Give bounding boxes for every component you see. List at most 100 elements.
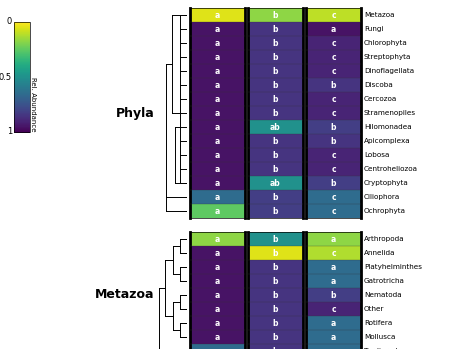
Text: a: a xyxy=(331,24,336,34)
Bar xyxy=(248,92,303,106)
Bar xyxy=(14,129,30,130)
Bar xyxy=(14,76,30,77)
Bar xyxy=(14,122,30,124)
Text: a: a xyxy=(215,38,220,47)
Bar xyxy=(14,111,30,112)
Bar xyxy=(14,58,30,59)
Bar xyxy=(14,50,30,51)
Bar xyxy=(14,86,30,87)
Text: a: a xyxy=(215,95,220,104)
Text: a: a xyxy=(331,235,336,244)
Text: b: b xyxy=(331,81,336,89)
Bar xyxy=(14,53,30,54)
Text: c: c xyxy=(331,52,336,61)
Bar xyxy=(14,105,30,106)
Bar xyxy=(14,99,30,101)
Bar xyxy=(14,75,30,76)
Bar xyxy=(14,70,30,72)
Bar xyxy=(14,85,30,86)
Bar xyxy=(14,32,30,34)
Text: c: c xyxy=(331,248,336,258)
Bar xyxy=(190,204,245,218)
Text: Rel. Abundance: Rel. Abundance xyxy=(30,77,36,132)
Text: 0.5: 0.5 xyxy=(0,73,12,82)
Bar xyxy=(14,82,30,83)
Bar xyxy=(190,330,245,344)
Bar xyxy=(14,126,30,127)
Text: b: b xyxy=(273,95,278,104)
Text: a: a xyxy=(215,248,220,258)
Text: a: a xyxy=(215,24,220,34)
Bar xyxy=(14,47,30,48)
Text: Ochrophyta: Ochrophyta xyxy=(364,208,406,214)
Bar xyxy=(14,79,30,80)
Bar xyxy=(14,97,30,98)
Bar xyxy=(306,36,361,50)
Bar xyxy=(14,110,30,111)
Bar xyxy=(14,120,30,121)
Text: b: b xyxy=(273,207,278,215)
Bar xyxy=(190,274,245,288)
Bar xyxy=(14,56,30,57)
Text: ab: ab xyxy=(270,178,281,187)
Bar xyxy=(190,176,245,190)
Bar xyxy=(248,330,303,344)
Bar xyxy=(14,122,30,123)
Bar xyxy=(14,27,30,28)
Text: Rotifera: Rotifera xyxy=(364,320,392,326)
Bar xyxy=(306,316,361,330)
Bar xyxy=(14,119,30,120)
Text: a: a xyxy=(331,333,336,342)
Bar xyxy=(14,112,30,113)
Bar xyxy=(14,114,30,115)
Bar xyxy=(14,125,30,126)
Bar xyxy=(14,46,30,47)
Bar xyxy=(14,58,30,59)
Bar xyxy=(248,260,303,274)
Bar xyxy=(14,41,30,42)
Bar xyxy=(14,69,30,70)
Bar xyxy=(14,118,30,119)
Bar xyxy=(14,123,30,124)
Bar xyxy=(14,55,30,57)
Text: a: a xyxy=(215,333,220,342)
Bar xyxy=(248,36,303,50)
Bar xyxy=(14,82,30,83)
Bar xyxy=(190,120,245,134)
Bar xyxy=(14,109,30,110)
Text: b: b xyxy=(273,235,278,244)
Text: Other: Other xyxy=(364,306,384,312)
Text: b: b xyxy=(273,193,278,201)
Bar xyxy=(14,52,30,53)
Bar xyxy=(190,106,245,120)
Bar xyxy=(14,113,30,114)
Bar xyxy=(14,31,30,32)
Bar xyxy=(190,260,245,274)
Text: a: a xyxy=(331,276,336,285)
Bar xyxy=(248,176,303,190)
Text: b: b xyxy=(273,136,278,146)
Text: c: c xyxy=(331,164,336,173)
Bar xyxy=(14,22,30,23)
Bar xyxy=(14,110,30,111)
Bar xyxy=(306,190,361,204)
Bar xyxy=(14,108,30,109)
Bar xyxy=(306,78,361,92)
Text: b: b xyxy=(273,10,278,20)
Bar xyxy=(190,64,245,78)
Text: b: b xyxy=(331,178,336,187)
Bar xyxy=(306,204,361,218)
Bar xyxy=(14,59,30,60)
Bar xyxy=(306,50,361,64)
Bar xyxy=(190,36,245,50)
Text: c: c xyxy=(331,207,336,215)
Bar xyxy=(248,288,303,302)
Text: a: a xyxy=(215,81,220,89)
Bar xyxy=(14,77,30,79)
Bar xyxy=(306,302,361,316)
Bar xyxy=(14,87,30,88)
Bar xyxy=(306,64,361,78)
Text: b: b xyxy=(273,290,278,299)
Bar xyxy=(306,330,361,344)
Bar xyxy=(14,60,30,61)
